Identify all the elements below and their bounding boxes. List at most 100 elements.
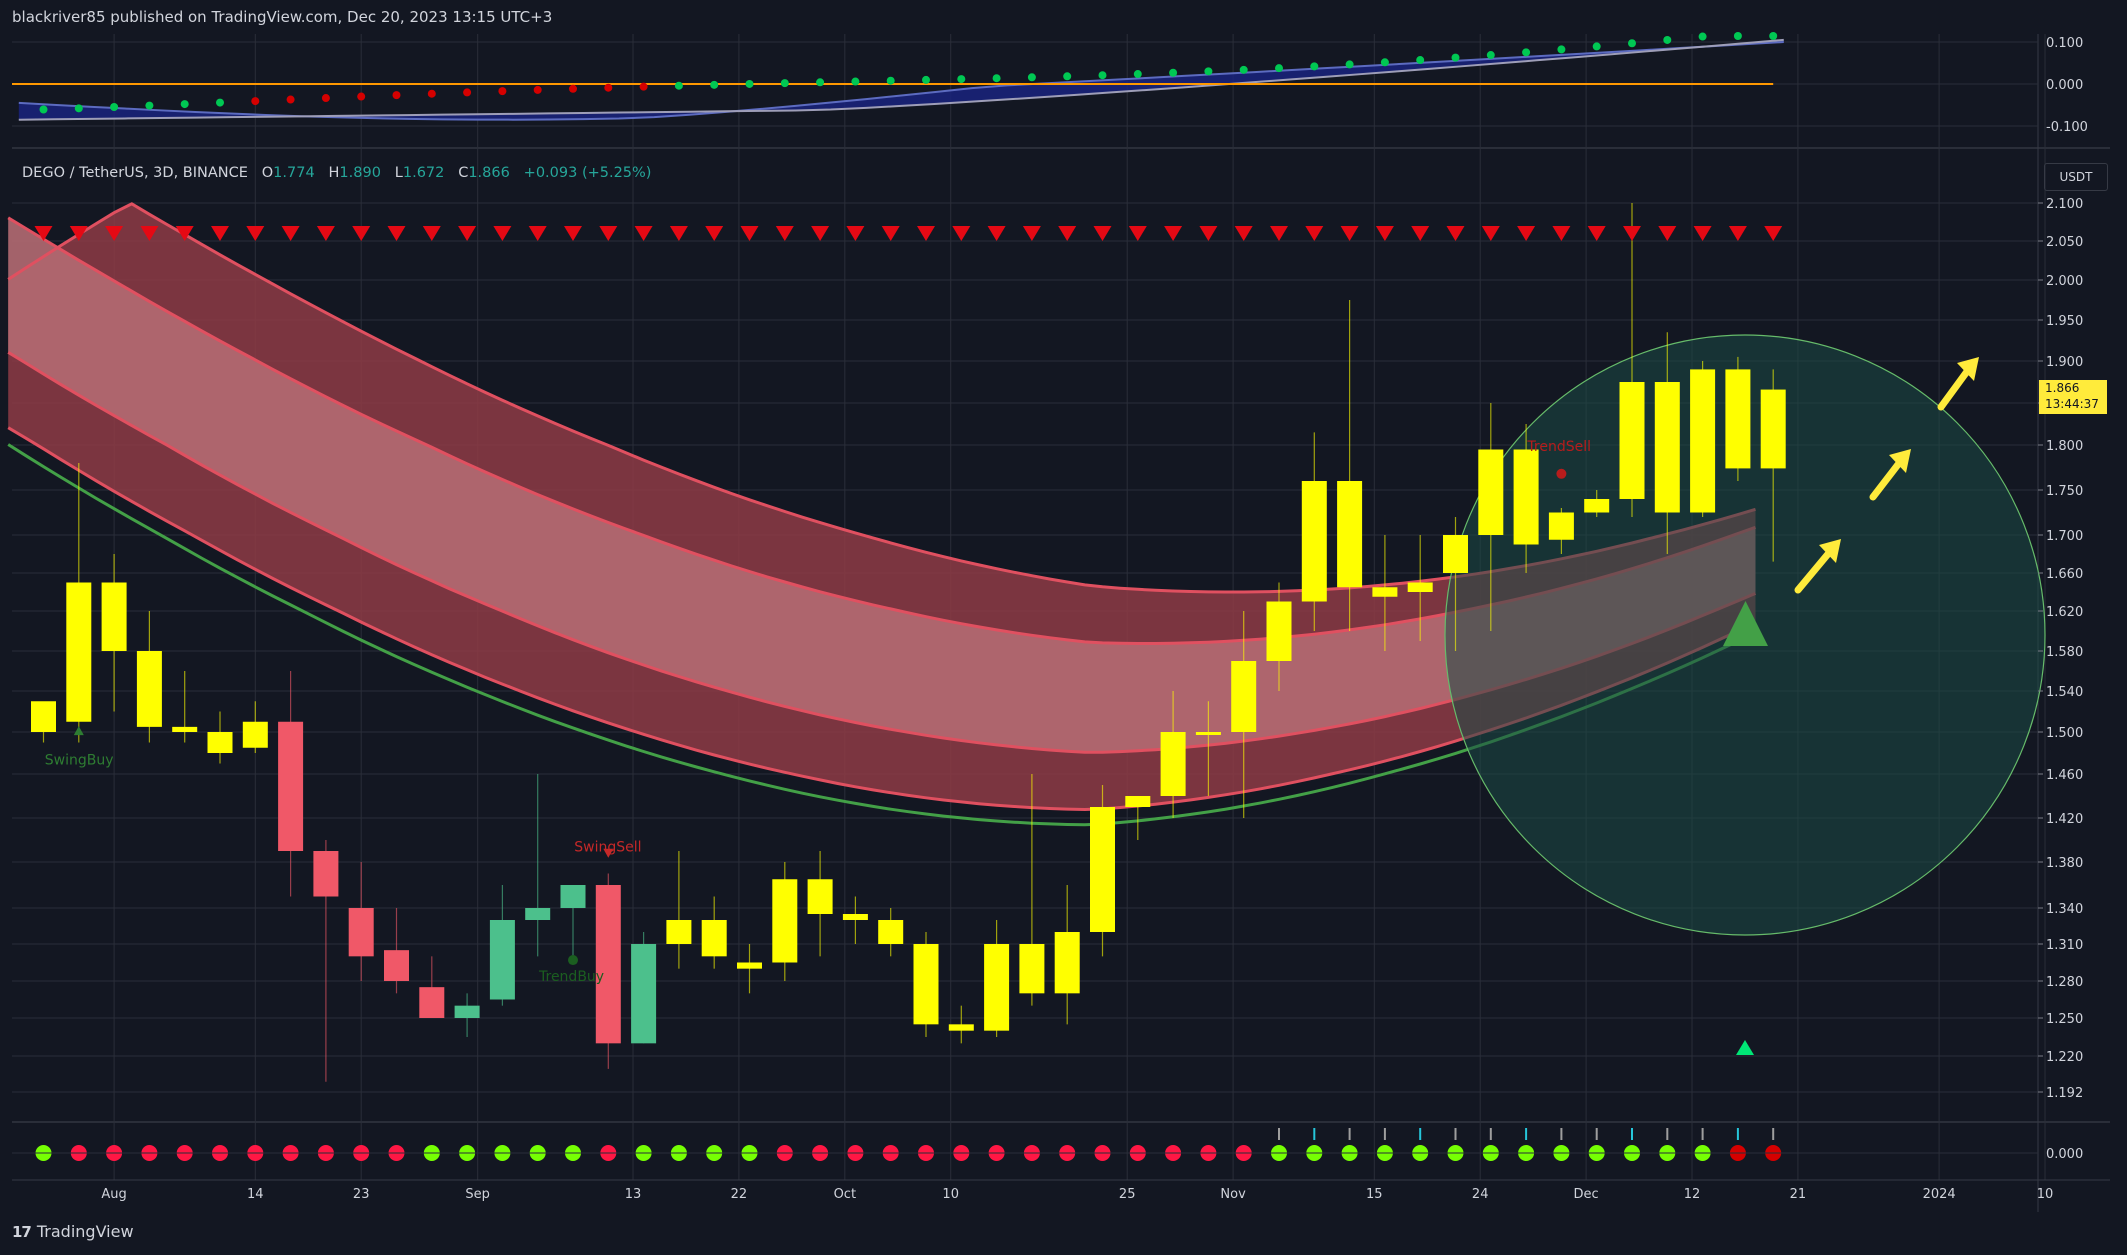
candle-body bbox=[207, 732, 233, 753]
time-tick-label: 22 bbox=[731, 1187, 748, 1202]
time-tick-label: 13 bbox=[625, 1187, 642, 1202]
osc-tick-label: 0.100 bbox=[2046, 36, 2083, 51]
low-value: 1.672 bbox=[402, 165, 445, 181]
price-tick-label: 1.620 bbox=[2046, 605, 2083, 620]
candle-body bbox=[313, 851, 339, 897]
candle bbox=[1725, 356, 1751, 481]
osc-dot bbox=[957, 75, 966, 84]
footer-brand[interactable]: 17 TradingView bbox=[12, 1222, 134, 1241]
candle bbox=[701, 896, 727, 969]
candle-body bbox=[631, 944, 657, 1044]
candle bbox=[313, 840, 339, 1082]
candle-body bbox=[560, 885, 586, 908]
candle bbox=[1301, 432, 1327, 631]
sell-signal-triangle bbox=[246, 226, 265, 241]
sell-signal-triangle bbox=[1164, 226, 1183, 241]
time-tick-label: 15 bbox=[1366, 1187, 1383, 1202]
price-tick-label: 1.192 bbox=[2046, 1086, 2083, 1101]
osc-tick-label: -0.100 bbox=[2046, 120, 2088, 135]
sell-signal-triangle bbox=[634, 226, 653, 241]
candle-body bbox=[1619, 382, 1645, 499]
publish-info: blackriver85 published on TradingView.co… bbox=[12, 8, 553, 26]
time-tick-label: 2024 bbox=[1923, 1187, 1956, 1202]
price-tick-label: 1.380 bbox=[2046, 856, 2083, 871]
sell-signal-triangle bbox=[69, 226, 88, 241]
candle-body bbox=[1337, 481, 1363, 588]
candle bbox=[984, 920, 1010, 1037]
candle-body bbox=[772, 879, 798, 963]
price-tick-label: 1.750 bbox=[2046, 484, 2083, 499]
candle-body bbox=[384, 950, 409, 981]
candle-body bbox=[807, 879, 833, 914]
candle-body bbox=[136, 651, 162, 727]
candle bbox=[666, 851, 692, 969]
candle bbox=[384, 908, 409, 994]
currency-button[interactable]: USDT bbox=[2044, 163, 2108, 191]
brand-name: TradingView bbox=[36, 1222, 134, 1241]
sell-signal-triangle bbox=[34, 226, 53, 241]
time-tick-label: 10 bbox=[942, 1187, 959, 1202]
osc-dot bbox=[1522, 48, 1531, 57]
candle bbox=[595, 873, 621, 1069]
ribbon-inner bbox=[8, 217, 1756, 753]
osc-dot bbox=[1769, 32, 1778, 40]
osc-dot bbox=[357, 92, 366, 101]
candle bbox=[66, 463, 92, 743]
candle-body bbox=[101, 582, 127, 651]
bar-countdown: 13:44:37 bbox=[2045, 397, 2099, 411]
osc-dot bbox=[1451, 53, 1460, 62]
osc-dot bbox=[1592, 42, 1601, 51]
sell-signal-triangle bbox=[281, 226, 300, 241]
sell-signal-triangle bbox=[1481, 226, 1500, 241]
candle bbox=[631, 932, 657, 1044]
candle bbox=[1266, 582, 1292, 691]
osc-dot bbox=[533, 85, 542, 94]
osc-dot bbox=[569, 84, 577, 93]
close-label: C bbox=[458, 165, 469, 181]
sell-signal-triangle bbox=[422, 226, 441, 241]
symbol-name: DEGO / TetherUS, 3D, BINANCE bbox=[22, 165, 248, 181]
swingbuy-marker bbox=[73, 726, 84, 736]
price-tick-label: 1.420 bbox=[2046, 812, 2083, 827]
osc-dot bbox=[110, 103, 119, 112]
osc-dot bbox=[639, 82, 648, 91]
candle-body bbox=[737, 962, 762, 969]
candle-body bbox=[1160, 732, 1186, 796]
sell-signal-triangle bbox=[1305, 226, 1324, 241]
osc-dot bbox=[321, 94, 330, 103]
sell-signal-triangle bbox=[493, 226, 512, 241]
candle-body bbox=[278, 721, 304, 851]
sell-signal-triangle bbox=[564, 226, 582, 241]
candle-body bbox=[913, 944, 939, 1025]
candle bbox=[207, 711, 233, 764]
sell-signal-triangle bbox=[1270, 226, 1288, 241]
signal-label: SwingSell bbox=[574, 840, 641, 856]
candle bbox=[1690, 361, 1716, 517]
price-tick-label: 1.280 bbox=[2046, 975, 2083, 990]
price-tick-label: 1.950 bbox=[2046, 314, 2083, 329]
sell-signal-triangle bbox=[740, 226, 759, 241]
candle-body bbox=[1584, 499, 1610, 513]
candle-body bbox=[948, 1024, 974, 1031]
sell-signal-triangle bbox=[387, 226, 406, 241]
symbol-info-bar[interactable]: DEGO / TetherUS, 3D, BINANCE O1.774 H1.8… bbox=[22, 165, 651, 181]
time-tick-label: 14 bbox=[247, 1187, 264, 1202]
time-tick-label: 23 bbox=[353, 1187, 370, 1202]
sell-signal-triangle bbox=[775, 226, 794, 241]
price-tick-label: 1.340 bbox=[2046, 902, 2083, 917]
signal-label: TrendSell bbox=[1526, 439, 1591, 455]
osc-dot bbox=[604, 83, 613, 92]
candle bbox=[1160, 691, 1186, 818]
sell-signal-triangle bbox=[528, 226, 547, 241]
last-price-label: 1.866 13:44:37 bbox=[2039, 380, 2107, 414]
price-tick-label: 1.250 bbox=[2046, 1012, 2083, 1027]
osc-dot bbox=[286, 95, 295, 104]
buy-triangle-small bbox=[1736, 1040, 1754, 1055]
candle bbox=[913, 932, 939, 1037]
price-tick-label: 1.500 bbox=[2046, 726, 2083, 741]
candle bbox=[1195, 701, 1221, 796]
candle-body bbox=[1443, 535, 1468, 573]
candle-body bbox=[1690, 369, 1716, 513]
oscillator-pane bbox=[12, 32, 2038, 127]
